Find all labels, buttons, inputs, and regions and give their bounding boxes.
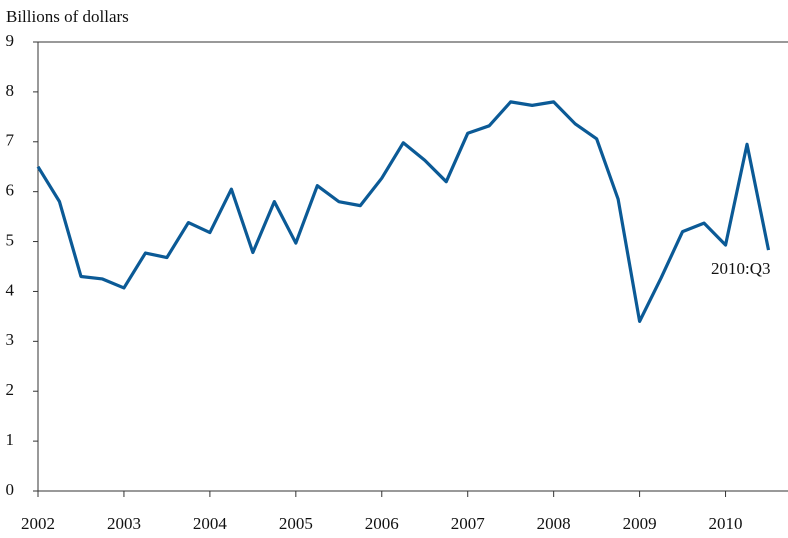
y-tick-label: 0 [6,480,15,499]
y-tick-label: 4 [6,280,15,299]
x-tick-label: 2009 [623,514,657,533]
y-tick-label: 8 [6,81,15,100]
y-tick-label: 5 [6,230,15,249]
y-tick-label: 7 [6,131,15,150]
annotation: 2010:Q3 [711,259,771,278]
line [36,100,771,323]
y-tick-label: 2 [6,380,15,399]
x-tick-label: 2003 [107,514,141,533]
x-tick-label: 2008 [537,514,571,533]
y-tick-label: 1 [6,430,15,449]
x-tick-label: 2006 [365,514,399,533]
x-tick-label: 2005 [279,514,313,533]
y-tick-label: 3 [6,330,15,349]
x-tick-label: 2004 [193,514,228,533]
x-tick-label: 2010 [709,514,743,533]
y-axis-label: Billions of dollars [6,7,129,26]
x-tick-label: 2007 [451,514,486,533]
y-tick-label: 6 [6,181,15,200]
y-tick-label: 9 [6,31,15,50]
x-tick-label: 2002 [21,514,55,533]
